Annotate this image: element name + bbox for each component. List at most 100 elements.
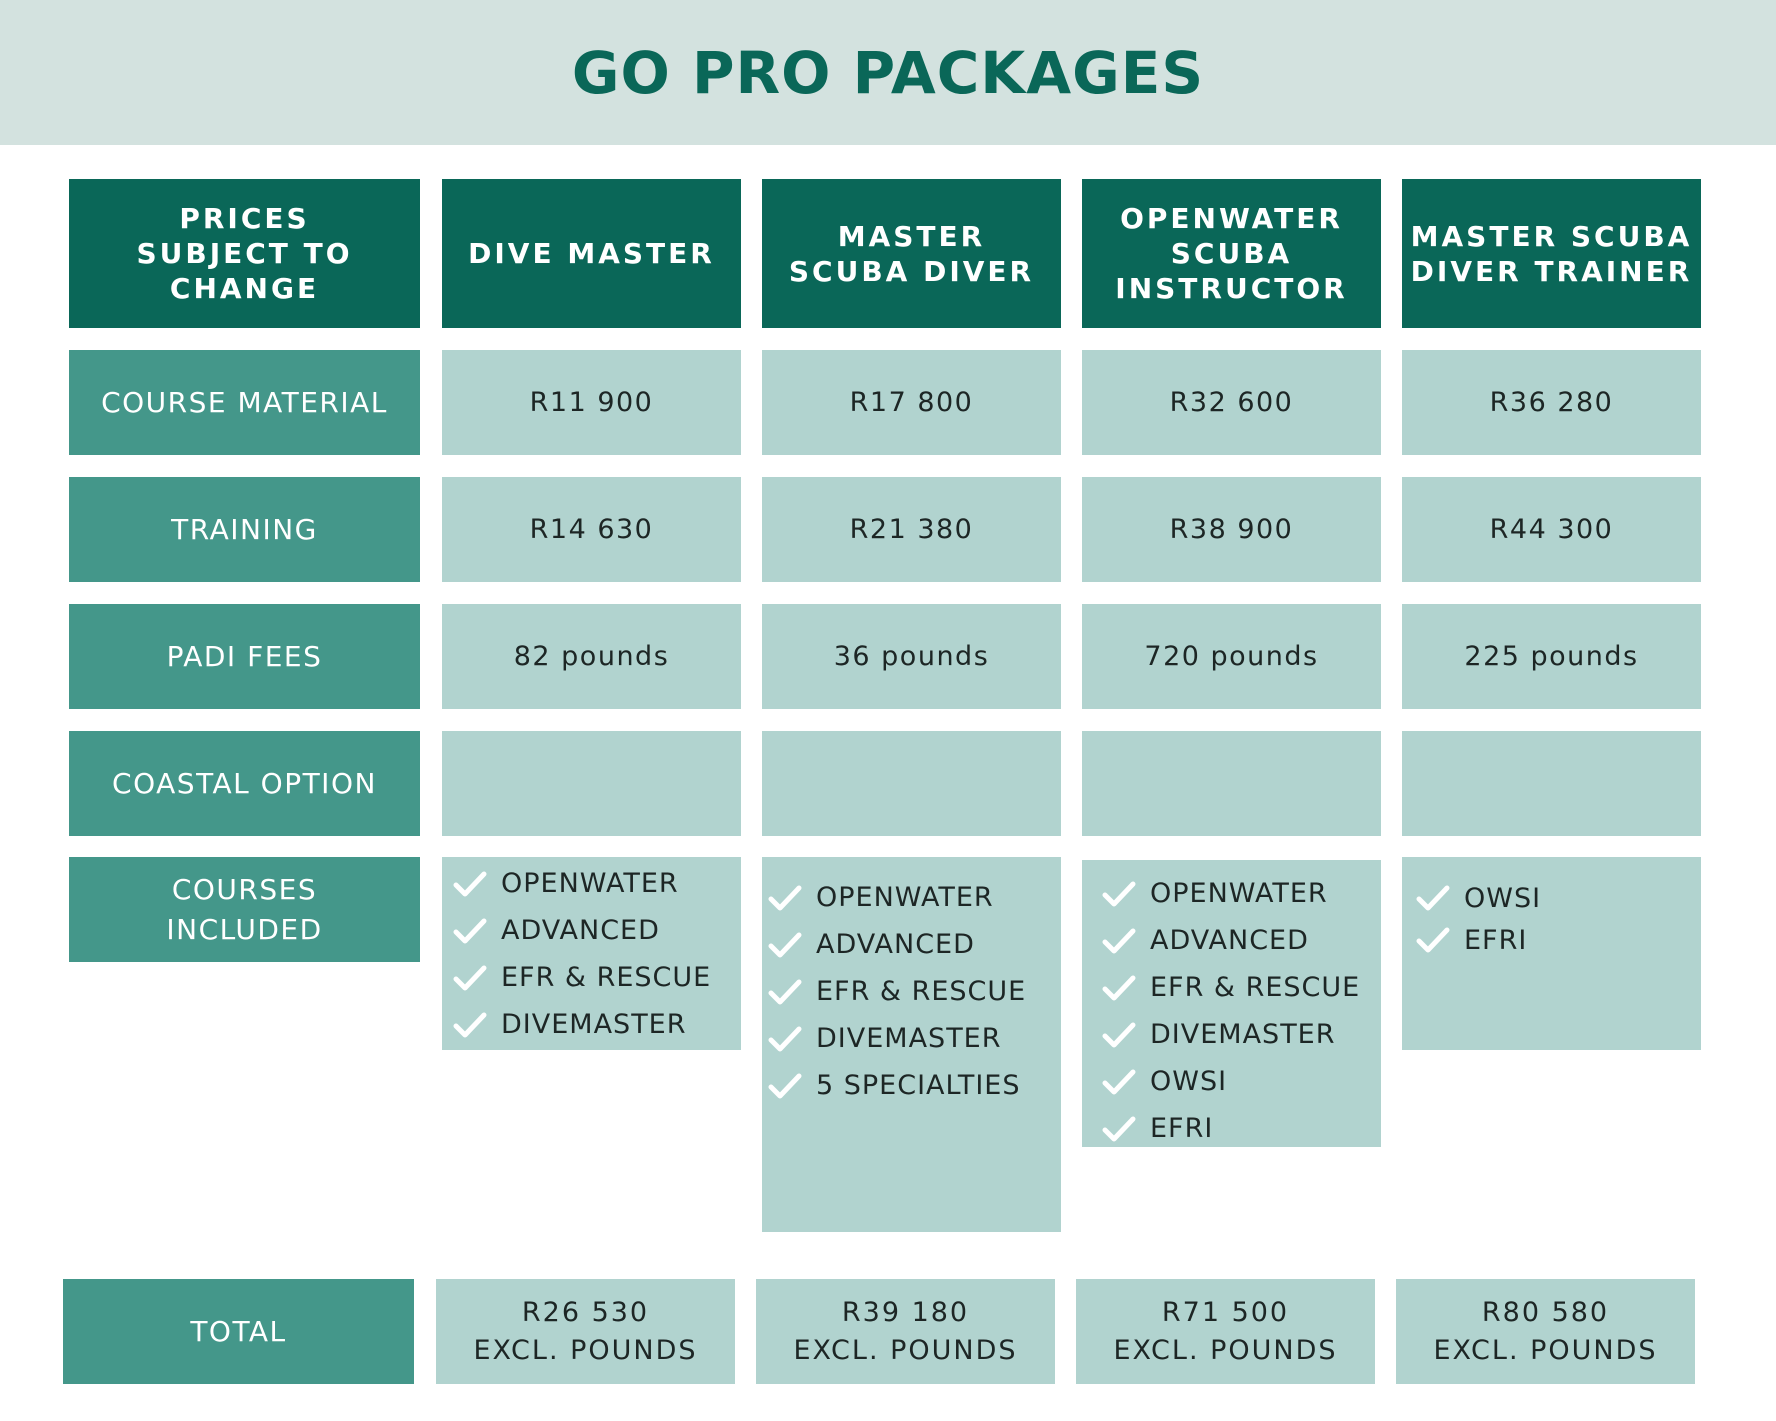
course-name: OWSI [1464,882,1542,914]
course-name: 5 SPECIALTIES [816,1070,1021,1101]
course-item: OWSI [1102,1058,1381,1105]
price-cell: R44 300 [1402,477,1701,582]
course-name: OPENWATER [1150,878,1328,909]
header-corner-line: CHANGE [169,272,320,305]
total-note: EXCL. POUNDS [793,1334,1018,1366]
course-item: DIVEMASTER [453,1001,741,1048]
header-dive-master: DIVE MASTER [442,179,741,328]
course-name: ADVANCED [1150,925,1309,956]
header-line: INSTRUCTOR [1115,272,1348,305]
course-name: EFRI [1150,1113,1214,1144]
title-banner [0,0,1776,145]
page-title: GO PRO PACKAGES [571,38,1205,107]
coastal-cell [762,731,1061,836]
course-name: EFR & RESCUE [501,962,712,993]
course-name: OPENWATER [501,868,679,899]
checkmark-icon [768,931,802,959]
total-cell: R39 180 EXCL. POUNDS [756,1279,1055,1384]
header-line: OPENWATER [1120,202,1343,235]
course-item: ADVANCED [1102,917,1381,964]
course-name: EFRI [1464,924,1528,956]
course-item: 5 SPECIALTIES [768,1062,1061,1109]
price-cell: R36 280 [1402,350,1701,455]
row-label-courses-included: COURSES INCLUDED [69,857,420,962]
course-name: EFR & RESCUE [816,976,1027,1007]
course-name: DIVEMASTER [1150,1019,1336,1050]
course-name: DIVEMASTER [816,1023,1002,1054]
checkmark-icon [1102,1021,1136,1049]
total-note: EXCL. POUNDS [1433,1334,1658,1366]
price-cell: R21 380 [762,477,1061,582]
course-item: EFRI [1416,919,1701,961]
header-corner: PRICES SUBJECT TO CHANGE [69,179,420,328]
course-item: DIVEMASTER [1102,1011,1381,1058]
checkmark-icon [453,870,487,898]
course-name: ADVANCED [501,915,660,946]
coastal-cell [1082,731,1381,836]
total-amount: R71 500 [1161,1296,1290,1328]
price-cell: R14 630 [442,477,741,582]
course-item: OPENWATER [453,860,741,907]
header-line: MASTER SCUBA [1410,219,1693,253]
checkmark-icon [1416,926,1450,954]
course-item: ADVANCED [768,921,1061,968]
course-item: OWSI [1416,877,1701,919]
checkmark-icon [768,1072,802,1100]
price-cell: R17 800 [762,350,1061,455]
header-line: MASTER [837,219,986,253]
checkmark-icon [453,964,487,992]
total-note: EXCL. POUNDS [473,1334,698,1366]
header-line: DIVE MASTER [468,237,715,270]
checkmark-icon [768,1025,802,1053]
courses-box-dive-master: OPENWATER ADVANCED EFR & RESCUE DIVEMASTER [442,857,741,1050]
course-item: OPENWATER [768,874,1061,921]
fee-cell: 225 pounds [1402,604,1701,709]
course-name: OPENWATER [816,882,994,913]
courses-box-openwater-scuba-instructor: OPENWATER ADVANCED EFR & RESCUE DIVEMASTER O… [1082,860,1381,1147]
checkmark-icon [453,1011,487,1039]
fee-cell: 82 pounds [442,604,741,709]
price-cell: R38 900 [1082,477,1381,582]
row-label-total: TOTAL [63,1279,414,1384]
coastal-cell [442,731,741,836]
header-master-scuba-diver: MASTER SCUBA DIVER [762,179,1061,328]
header-corner-line: SUBJECT TO [136,237,353,270]
checkmark-icon [768,884,802,912]
course-item: OPENWATER [1102,870,1381,917]
fee-cell: 720 pounds [1082,604,1381,709]
row-label-course-material: COURSE MATERIAL [69,350,420,455]
label-line: INCLUDED [166,912,323,946]
total-amount: R39 180 [841,1296,970,1328]
checkmark-icon [1102,880,1136,908]
checkmark-icon [768,978,802,1006]
total-cell: R80 580 EXCL. POUNDS [1396,1279,1695,1384]
course-item: ADVANCED [453,907,741,954]
total-cell: R26 530 EXCL. POUNDS [436,1279,735,1384]
courses-box-master-scuba-diver: OPENWATER ADVANCED EFR & RESCUE DIVEMASTER 5… [762,857,1061,1232]
checkmark-icon [1102,974,1136,1002]
course-item: EFR & RESCUE [1102,964,1381,1011]
courses-box-master-scuba-diver-trainer: OWSI EFRI [1402,857,1701,1050]
coastal-cell [1402,731,1701,836]
checkmark-icon [1416,884,1450,912]
header-corner-line: PRICES [179,202,310,235]
row-label-padi-fees: PADI FEES [69,604,420,709]
header-master-scuba-diver-trainer: MASTER SCUBA DIVER TRAINER [1402,179,1701,328]
row-label-training: TRAINING [69,477,420,582]
row-label-coastal-option: COASTAL OPTION [69,731,420,836]
course-item: EFR & RESCUE [768,968,1061,1015]
checkmark-icon [1102,1068,1136,1096]
header-openwater-scuba-instructor: OPENWATER SCUBA INSTRUCTOR [1082,179,1381,328]
price-cell: R11 900 [442,350,741,455]
header-line: DIVER TRAINER [1410,254,1693,288]
fee-cell: 36 pounds [762,604,1061,709]
total-cell: R71 500 EXCL. POUNDS [1076,1279,1375,1384]
course-item: EFR & RESCUE [453,954,741,1001]
header-line: SCUBA DIVER [788,254,1035,288]
checkmark-icon [1102,1115,1136,1143]
label-line: COURSES [171,872,318,906]
course-name: EFR & RESCUE [1150,972,1361,1003]
total-amount: R80 580 [1481,1296,1610,1328]
price-cell: R32 600 [1082,350,1381,455]
course-name: ADVANCED [816,929,975,960]
